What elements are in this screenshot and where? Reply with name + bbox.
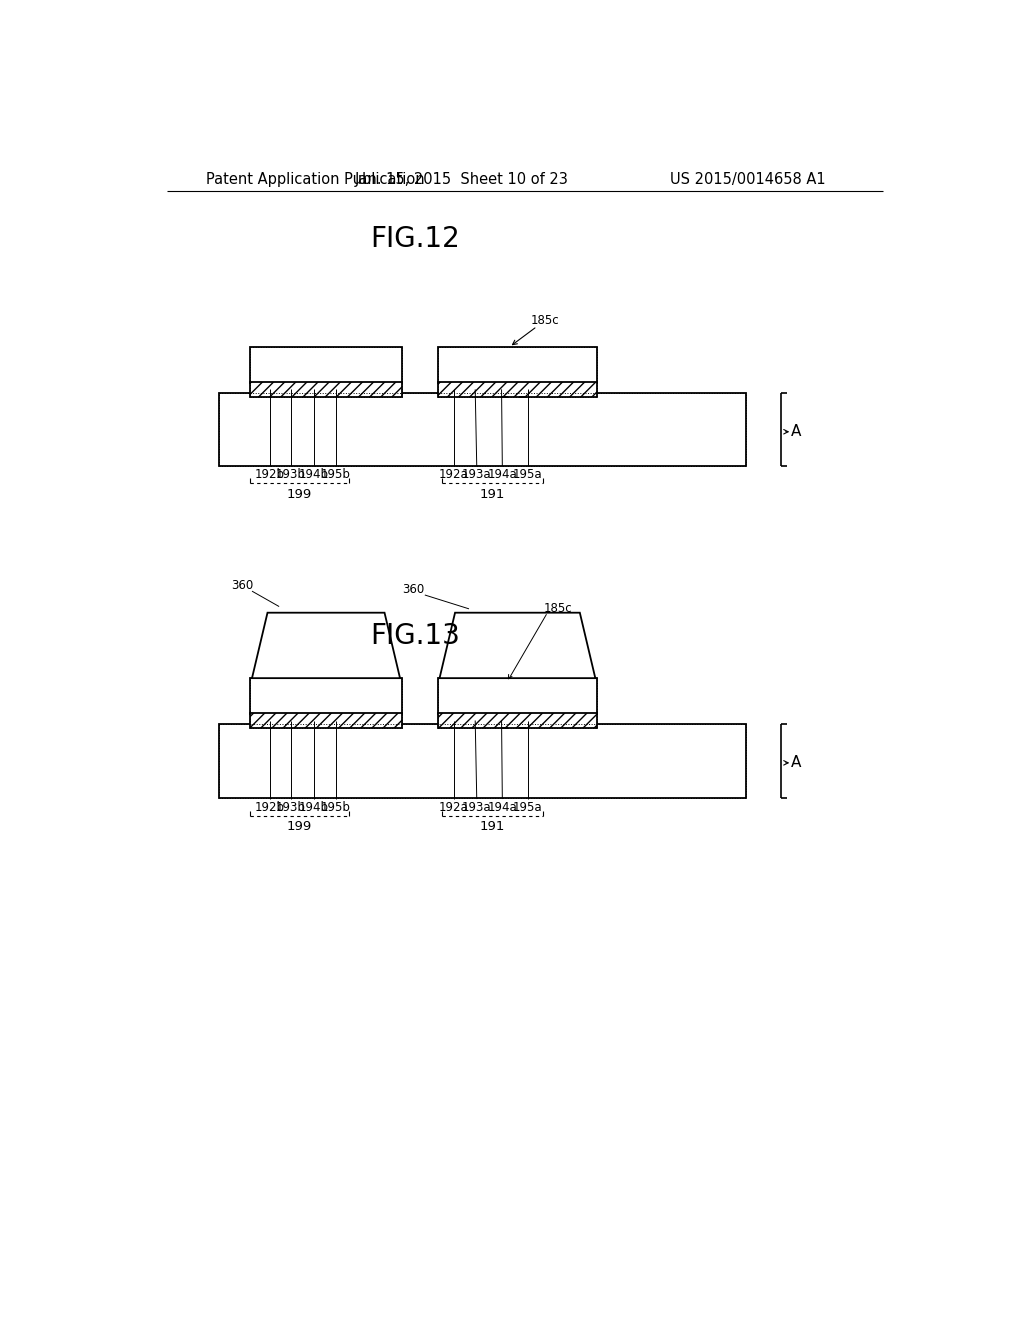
Text: 192b: 192b bbox=[255, 469, 285, 482]
Bar bbox=[251, 678, 401, 729]
Text: 195a: 195a bbox=[513, 469, 543, 482]
Text: 194b: 194b bbox=[299, 801, 329, 814]
Text: 195a: 195a bbox=[513, 801, 543, 814]
Text: 192a: 192a bbox=[438, 469, 468, 482]
Text: 193a: 193a bbox=[462, 801, 492, 814]
Bar bbox=[438, 347, 597, 383]
Text: 191: 191 bbox=[479, 487, 505, 500]
Text: 195b: 195b bbox=[321, 801, 350, 814]
Bar bbox=[219, 725, 746, 797]
Text: 192b: 192b bbox=[255, 801, 285, 814]
Bar bbox=[438, 713, 597, 729]
Text: 360: 360 bbox=[231, 579, 254, 593]
Text: Patent Application Publication: Patent Application Publication bbox=[206, 173, 424, 187]
Text: 193a: 193a bbox=[462, 469, 492, 482]
Bar bbox=[219, 725, 746, 797]
Bar bbox=[251, 347, 401, 397]
Bar bbox=[251, 713, 401, 729]
Text: 194a: 194a bbox=[487, 469, 517, 482]
Text: 191: 191 bbox=[479, 820, 505, 833]
Text: Jan. 15, 2015  Sheet 10 of 23: Jan. 15, 2015 Sheet 10 of 23 bbox=[354, 173, 568, 187]
Bar bbox=[438, 678, 597, 714]
Text: FIG.12: FIG.12 bbox=[370, 226, 460, 253]
Text: 192a: 192a bbox=[438, 801, 468, 814]
Bar bbox=[251, 381, 401, 397]
Bar bbox=[251, 347, 401, 383]
Text: A: A bbox=[791, 424, 801, 440]
Polygon shape bbox=[252, 612, 400, 678]
Bar bbox=[219, 393, 746, 466]
Polygon shape bbox=[439, 612, 595, 678]
Bar bbox=[438, 381, 597, 397]
Bar bbox=[438, 347, 597, 397]
Bar bbox=[251, 678, 401, 714]
Text: US 2015/0014658 A1: US 2015/0014658 A1 bbox=[671, 173, 826, 187]
Text: 193b: 193b bbox=[275, 469, 306, 482]
Text: 194b: 194b bbox=[299, 469, 329, 482]
Text: 194a: 194a bbox=[487, 801, 517, 814]
Text: 195b: 195b bbox=[321, 469, 350, 482]
Text: 193b: 193b bbox=[275, 801, 306, 814]
Text: 199: 199 bbox=[287, 487, 312, 500]
Bar bbox=[219, 393, 746, 466]
Bar bbox=[438, 678, 597, 729]
Text: 185c: 185c bbox=[544, 602, 572, 615]
Text: 199: 199 bbox=[287, 820, 312, 833]
Text: 360: 360 bbox=[402, 583, 424, 597]
Text: 185c: 185c bbox=[530, 314, 559, 326]
Text: A: A bbox=[791, 755, 801, 771]
Text: FIG.13: FIG.13 bbox=[370, 622, 460, 649]
